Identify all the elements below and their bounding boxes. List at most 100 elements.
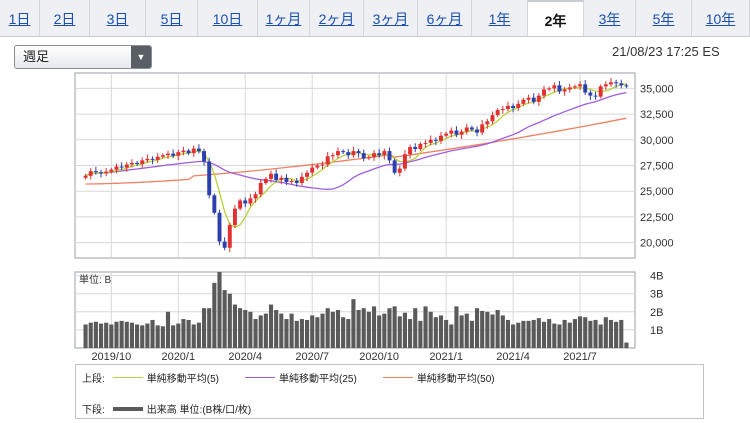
candle-body — [449, 130, 454, 134]
tab-3[interactable]: 5日 — [146, 0, 198, 36]
candle-body — [402, 154, 407, 169]
tab-6[interactable]: 2ヶ月 — [310, 0, 364, 36]
candle-body — [557, 85, 562, 92]
tab-12[interactable]: 5年 — [636, 0, 692, 36]
candle-body — [366, 157, 371, 159]
tab-7[interactable]: 3ヶ月 — [364, 0, 418, 36]
volume-bar — [541, 321, 547, 348]
volume-bar — [356, 310, 361, 348]
volume-bar — [485, 311, 490, 348]
candle-body — [176, 152, 181, 156]
period-tabs: 1日 2日 3日 5日 10日 1ヶ月 2ヶ月 3ヶ月 6ヶ月 1年 2年 3年 5年 10年 — [0, 0, 750, 37]
tab-8[interactable]: 6ヶ月 — [418, 0, 472, 36]
volume-bar — [346, 319, 351, 348]
candle-body — [284, 177, 289, 182]
volume-bar — [423, 306, 428, 348]
candle-body — [289, 180, 294, 182]
candle-body — [83, 175, 88, 178]
candle-body — [305, 172, 310, 177]
chevron-down-icon[interactable]: ▼ — [131, 46, 151, 68]
volume-tick-label: 1B — [650, 325, 663, 337]
tab-4[interactable]: 10日 — [198, 0, 258, 36]
volume-bar — [284, 319, 289, 348]
candle-body — [145, 158, 150, 161]
volume-bar — [124, 321, 129, 348]
candle-body — [490, 115, 495, 122]
candle-body — [428, 139, 433, 143]
volume-bar — [201, 308, 207, 348]
volume-bar — [181, 319, 186, 348]
candle-body — [114, 166, 119, 170]
candle-body — [310, 167, 315, 173]
volume-bar — [222, 290, 227, 348]
volume-bar — [186, 319, 191, 348]
volume-bar — [238, 308, 243, 348]
volume-bar — [305, 319, 310, 348]
candle-body — [552, 85, 557, 89]
legend-upper-label: 上段: — [82, 374, 105, 385]
candle-body — [516, 103, 521, 108]
candle-body — [480, 124, 485, 133]
tab-2[interactable]: 3日 — [90, 0, 146, 36]
candle-body — [469, 127, 474, 130]
volume-bar — [196, 322, 201, 348]
candle-body — [444, 133, 449, 136]
candle-body — [129, 162, 134, 165]
candle-body — [166, 153, 170, 156]
x-tick-label: 2020/10 — [359, 351, 399, 363]
tab-0[interactable]: 1日 — [0, 0, 40, 36]
x-tick-label: 2020/4 — [228, 351, 262, 363]
ma50-line — [85, 117, 627, 185]
volume-tick-label: 2B — [650, 307, 663, 319]
legend-item-ma50: 単純移動平均(50) — [382, 370, 495, 385]
volume-bar — [325, 308, 330, 348]
x-tick-label: 2021/1 — [429, 351, 463, 363]
price-tick-label: 20,000 — [640, 238, 674, 250]
period-select[interactable]: 週足 ▼ — [14, 45, 152, 69]
candle-body — [397, 168, 402, 173]
volume-bar — [408, 319, 413, 348]
candle-body — [423, 142, 428, 144]
volume-bar — [160, 326, 165, 348]
volume-bar — [135, 324, 140, 348]
tab-10[interactable]: 2年 — [528, 0, 584, 36]
volume-bar — [279, 313, 284, 348]
tab-1[interactable]: 2日 — [40, 0, 90, 36]
volume-bar — [315, 317, 320, 348]
candle-body — [232, 208, 237, 226]
volume-bar — [505, 319, 511, 348]
tab-9[interactable]: 1年 — [472, 0, 528, 36]
candle-body — [238, 200, 243, 209]
tab-11[interactable]: 3年 — [584, 0, 636, 36]
x-tick-label: 2021/7 — [563, 351, 597, 363]
volume-bar — [366, 311, 371, 348]
volume-bar — [495, 310, 500, 348]
volume-bar — [588, 320, 593, 348]
candle-body — [99, 172, 103, 174]
period-select-value: 週足 — [23, 49, 50, 64]
candle-body — [109, 169, 114, 172]
volume-bar — [562, 319, 567, 348]
volume-bar — [511, 324, 516, 348]
legend-swatch-volume — [112, 406, 143, 411]
volume-bar — [299, 319, 304, 348]
candle-body — [439, 135, 443, 141]
tab-5[interactable]: 1ヶ月 — [258, 0, 310, 36]
candle-body — [222, 241, 227, 248]
candle-body — [505, 105, 510, 109]
volume-bar — [413, 308, 418, 348]
candle-body — [341, 151, 346, 153]
volume-bar — [438, 315, 444, 348]
volume-bar — [449, 324, 454, 348]
volume-bar — [176, 323, 181, 348]
candle-body — [361, 153, 366, 159]
candle-body — [160, 155, 165, 157]
volume-bar — [464, 313, 469, 348]
legend-ma50-label: 単純移動平均(50) — [416, 374, 495, 385]
volume-bar — [593, 319, 598, 348]
candle-body — [253, 194, 258, 199]
timestamp: 21/08/23 17:25 ES — [612, 44, 720, 59]
candle-body — [356, 151, 361, 154]
candle-body — [603, 84, 608, 87]
volume-bar — [578, 316, 583, 348]
